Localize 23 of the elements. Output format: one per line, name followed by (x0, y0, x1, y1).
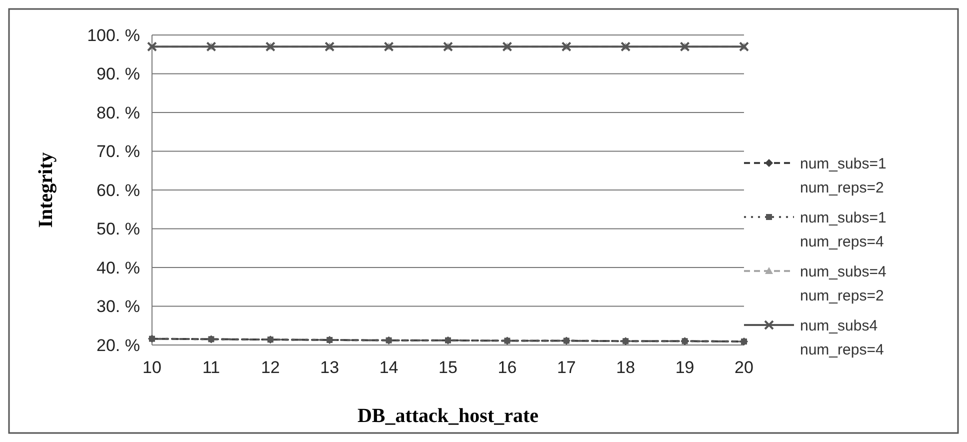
x-tick-label: 16 (498, 358, 517, 377)
x-tick-label: 17 (556, 358, 576, 377)
x-tick-label: 10 (142, 358, 162, 377)
x-tick-label: 14 (379, 358, 398, 377)
x-tick-label: 20 (734, 358, 754, 377)
y-tick-label: 70. % (96, 142, 140, 162)
x-tick-label: 19 (675, 358, 694, 377)
y-axis-title: Integrity (35, 152, 57, 228)
y-tick-label: 100. % (87, 26, 140, 45)
legend-label: num_subs4 num_reps=4 (800, 317, 884, 358)
y-tick-label: 40. % (96, 258, 140, 278)
y-tick-label: 80. % (96, 103, 140, 122)
y-tick-label: 60. % (96, 180, 140, 200)
y-tick-label: 90. % (96, 64, 140, 84)
x-tick-label: 13 (320, 358, 340, 377)
x-tick-label: 12 (260, 358, 280, 377)
x-axis-title: DB_attack_host_rate (357, 405, 539, 427)
x-tick-label: 18 (616, 358, 636, 377)
x-tick-label: 15 (438, 358, 458, 377)
x-tick-label: 11 (202, 358, 220, 377)
y-tick-label: 50. % (96, 220, 140, 239)
y-tick-label: 20. % (96, 336, 140, 355)
y-tick-label: 30. % (96, 297, 140, 316)
